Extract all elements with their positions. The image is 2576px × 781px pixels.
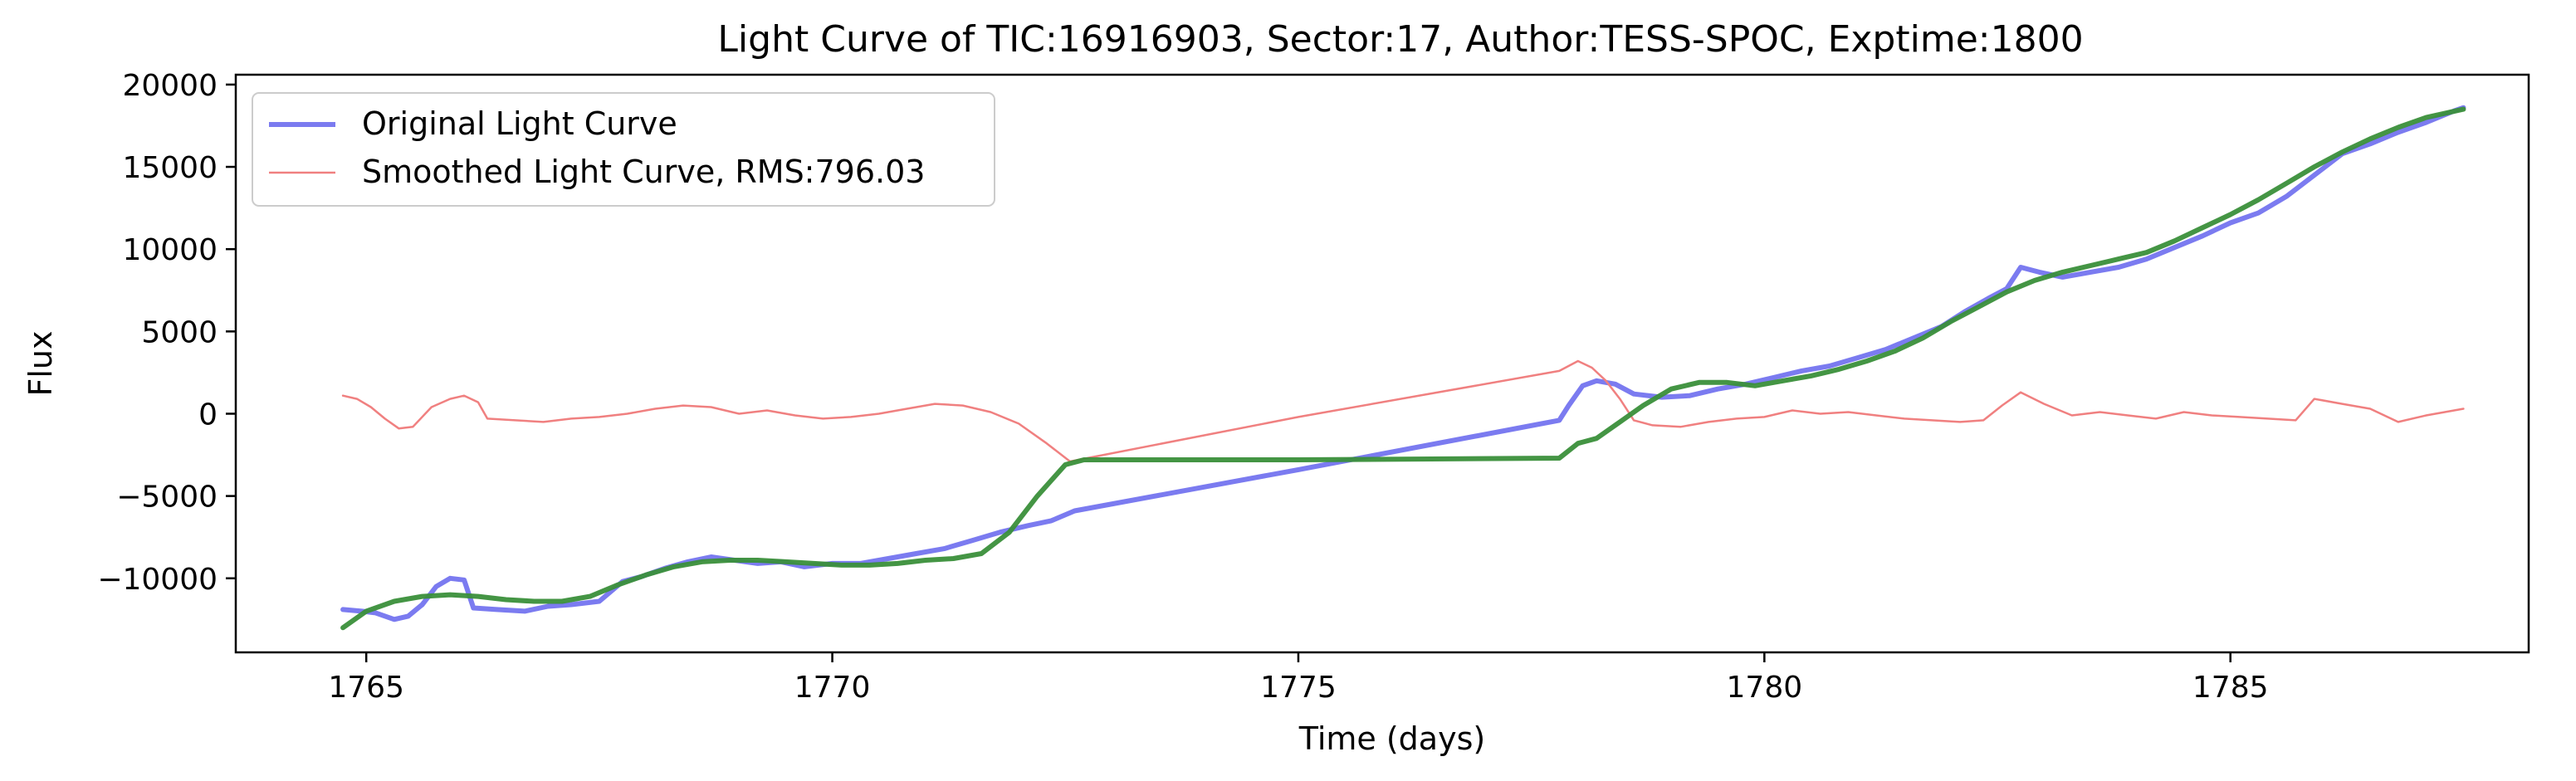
y-tick-label: −5000 <box>116 481 218 515</box>
legend: Original Light Curve Smoothed Light Curv… <box>252 92 995 207</box>
plot-frame <box>234 73 2530 654</box>
y-tick-label: 10000 <box>122 233 218 267</box>
y-tick-label: −10000 <box>97 563 218 597</box>
series-original-line <box>340 105 2466 622</box>
y-axis-label: Flux <box>22 331 59 397</box>
series-fit-line <box>340 106 2466 631</box>
legend-box <box>252 92 995 207</box>
x-axis-label: Time (days) <box>1298 720 1485 757</box>
x-axis-ticks: 1765 1770 1775 1780 1785 <box>328 652 2269 705</box>
y-tick-label: 20000 <box>122 69 218 103</box>
y-axis-ticks: −10000 −5000 0 5000 10000 15000 20000 <box>97 69 236 597</box>
chart-title: Light Curve of TIC:16916903, Sector:17, … <box>717 18 2083 61</box>
x-tick-label: 1770 <box>794 671 871 705</box>
x-tick-label: 1765 <box>328 671 404 705</box>
series-layer <box>340 105 2466 631</box>
x-tick-label: 1785 <box>2192 671 2269 705</box>
y-tick-label: 5000 <box>141 315 218 349</box>
series-smoothed-line <box>341 359 2465 463</box>
legend-label-original: Original Light Curve <box>362 105 677 142</box>
x-tick-label: 1775 <box>1260 671 1337 705</box>
plot-area <box>340 105 2466 631</box>
y-tick-label: 15000 <box>122 151 218 185</box>
legend-label-smoothed: Smoothed Light Curve, RMS:796.03 <box>362 154 925 190</box>
y-tick-label: 0 <box>198 398 218 432</box>
x-tick-label: 1780 <box>1727 671 1803 705</box>
